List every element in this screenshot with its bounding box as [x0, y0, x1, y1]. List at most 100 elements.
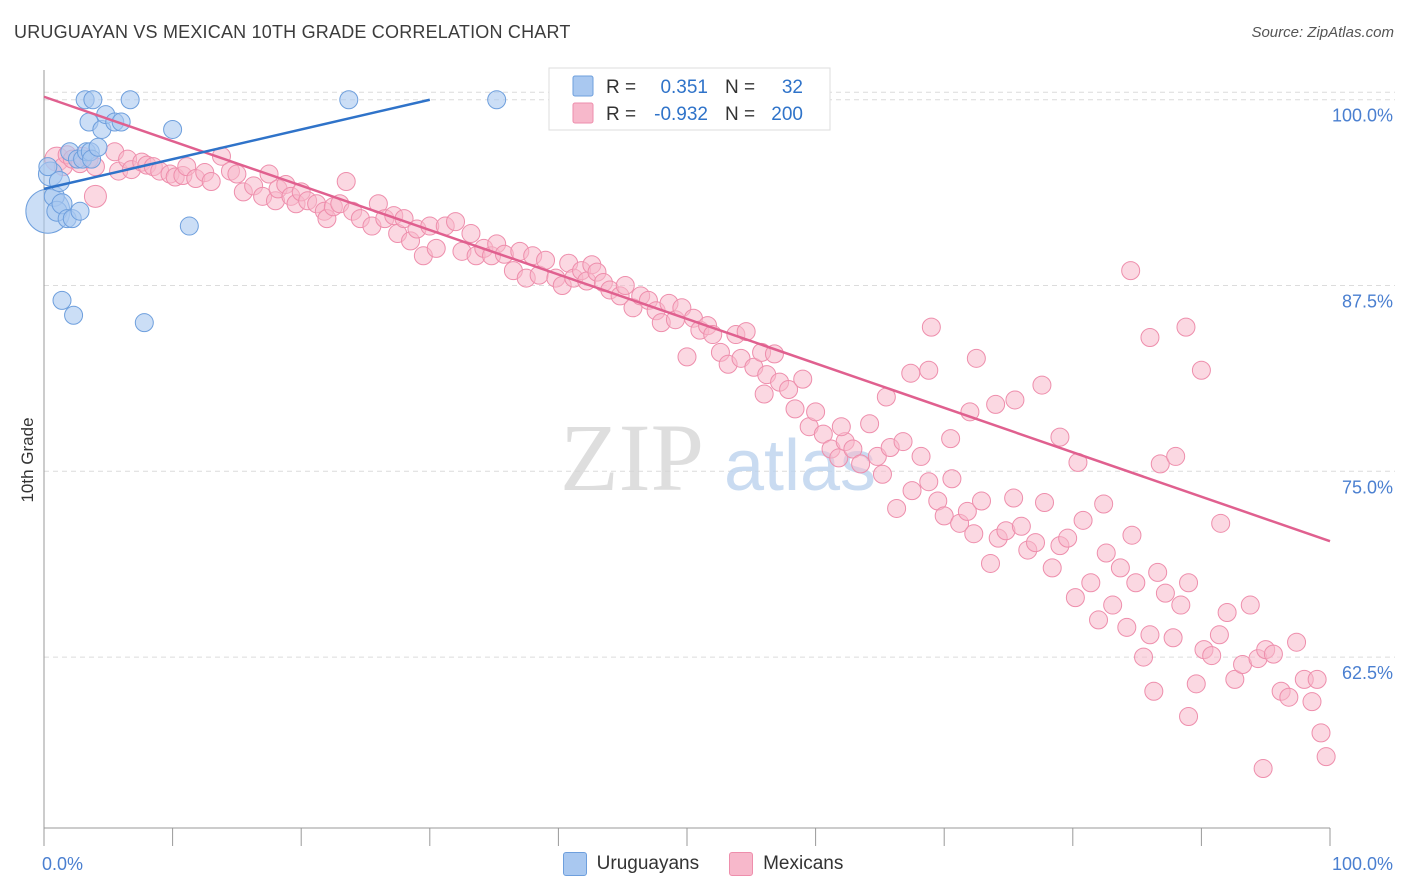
- legend-item-uruguayans: Uruguayans: [562, 852, 700, 876]
- y-tick-label: 87.5%: [1342, 292, 1393, 312]
- mexican-point: [860, 414, 880, 434]
- mexican-point: [1209, 625, 1229, 645]
- mexican-point: [1026, 533, 1046, 553]
- mexican-point: [942, 469, 962, 489]
- chart-source: Source: ZipAtlas.com: [1251, 24, 1394, 41]
- y-tick-label: 75.0%: [1342, 477, 1393, 497]
- mexican-point: [227, 164, 247, 184]
- mexican-point: [1171, 595, 1191, 615]
- legend-mex-n-label: N =: [725, 104, 755, 125]
- uruguayan-point: [134, 313, 154, 333]
- mexican-point: [980, 553, 1000, 573]
- mexican-point: [831, 417, 851, 437]
- mexican-point: [851, 454, 871, 474]
- uruguayan-point: [120, 90, 140, 110]
- mexican-point: [1140, 625, 1160, 645]
- uruguayan-point: [111, 112, 131, 132]
- uruguayan-point: [83, 90, 103, 110]
- legend-uru-swatch: [572, 75, 594, 97]
- mexican-point: [754, 384, 774, 404]
- mexican-point: [677, 347, 697, 367]
- mexican-point: [1035, 493, 1055, 513]
- legend-mex-swatch: [572, 102, 594, 124]
- mexican-point: [1058, 528, 1078, 548]
- mexican-point: [615, 276, 635, 296]
- mexican-point: [1094, 494, 1114, 514]
- y-tick-label: 62.5%: [1342, 663, 1393, 683]
- mexican-point: [1186, 674, 1206, 694]
- mexican-point: [1179, 573, 1199, 593]
- mexican-point: [1191, 360, 1211, 380]
- legend-mex-r-label: R =: [606, 104, 636, 125]
- mexican-point: [971, 491, 991, 511]
- mexican-point: [83, 184, 107, 208]
- mexican-point: [902, 481, 922, 501]
- mexican-point: [1202, 646, 1222, 666]
- uruguayan-point: [163, 119, 183, 139]
- mexican-point: [1148, 562, 1168, 582]
- uruguayan-point: [88, 137, 108, 157]
- chart-title: URUGUAYAN VS MEXICAN 10TH GRADE CORRELAT…: [14, 22, 571, 42]
- mexican-point: [1287, 632, 1307, 652]
- mexican-point: [1166, 446, 1186, 466]
- mexican-point: [461, 223, 481, 243]
- watermark-zip: ZIP: [560, 404, 704, 511]
- mexican-point: [919, 360, 939, 380]
- mexican-point: [986, 394, 1006, 414]
- mexican-point: [1004, 488, 1024, 508]
- mexican-point: [1065, 588, 1085, 608]
- mexican-point: [1302, 692, 1322, 712]
- mexican-point: [964, 524, 984, 544]
- uruguayan-point: [487, 90, 507, 110]
- mexicans-points: [44, 142, 1336, 779]
- mexican-point: [1311, 723, 1331, 743]
- mexican-point: [1316, 747, 1336, 767]
- mexican-point: [806, 402, 826, 422]
- legend-mex-r-value: -0.932: [654, 104, 708, 125]
- bottom-legend: Uruguayans Mexicans: [0, 852, 1406, 876]
- mexican-point: [1081, 573, 1101, 593]
- mexican-point: [201, 171, 221, 191]
- y-tick-label: 100.0%: [1332, 106, 1393, 126]
- mexican-point: [1253, 759, 1273, 779]
- mexican-point: [1179, 707, 1199, 727]
- uruguayans-label: Uruguayans: [596, 853, 700, 874]
- mexican-point: [1163, 628, 1183, 648]
- mexican-point: [921, 317, 941, 337]
- mexican-point: [1117, 617, 1137, 637]
- mexican-point: [957, 501, 977, 521]
- mexicans-label: Mexicans: [763, 853, 844, 874]
- x-tick-label: 0.0%: [42, 854, 83, 874]
- mexican-point: [785, 399, 805, 419]
- mexicans-trend-line: [43, 95, 1331, 543]
- legend-item-mexicans: Mexicans: [729, 852, 843, 876]
- uruguayans-swatch: [562, 852, 587, 876]
- mexican-point: [1279, 687, 1299, 707]
- mexican-point: [813, 424, 833, 444]
- mexican-point: [1121, 261, 1141, 281]
- mexican-point: [536, 250, 556, 270]
- tick-labels: 62.5% 75.0% 87.5% 100.0% 0.0% 100.0%: [42, 106, 1393, 874]
- mexican-point: [829, 448, 849, 468]
- mexican-point: [901, 363, 921, 383]
- mexican-point: [911, 446, 931, 466]
- mexican-point: [446, 212, 466, 232]
- mexican-point: [1225, 669, 1245, 689]
- mexican-point: [887, 498, 907, 518]
- mexican-point: [919, 472, 939, 492]
- uruguayan-point: [179, 216, 199, 236]
- mexican-point: [1089, 610, 1109, 630]
- mexican-point: [1042, 558, 1062, 578]
- mexican-point: [426, 238, 446, 258]
- y-axis-label: 10th Grade: [18, 417, 37, 502]
- mexican-point: [893, 432, 913, 452]
- mexican-point: [872, 464, 892, 484]
- mexican-point: [1122, 525, 1142, 545]
- mexican-point: [843, 439, 863, 459]
- legend-uru-r-value: 0.351: [660, 77, 708, 98]
- mexican-point: [1176, 317, 1196, 337]
- mexican-point: [1073, 510, 1093, 530]
- legend-uru-r-label: R =: [606, 77, 636, 98]
- mexican-point: [1005, 390, 1025, 410]
